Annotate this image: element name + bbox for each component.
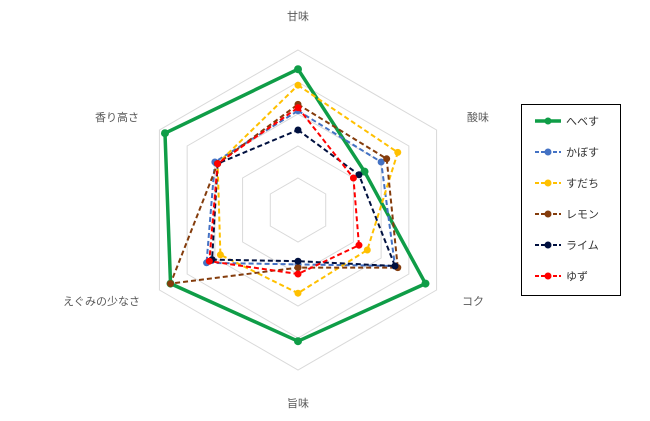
data-point-2-1: [394, 148, 402, 156]
grid-ring-2: [242, 145, 354, 275]
grid-ring-4: [186, 81, 410, 339]
data-point-3-3: [294, 264, 302, 272]
radar-grid: [158, 49, 438, 371]
data-point-0-5: [160, 129, 169, 138]
legend-label-4: ライム: [566, 239, 599, 252]
legend-item-2: すだち: [534, 175, 599, 191]
series-line-5: [208, 106, 360, 275]
legend-label-3: レモン: [566, 208, 599, 221]
data-point-4-1: [355, 171, 363, 179]
legend-label-2: すだち: [566, 177, 599, 190]
data-point-0-0: [294, 65, 302, 74]
data-point-2-3: [294, 289, 302, 297]
axis-label-3: 旨味: [287, 397, 309, 410]
data-point-5-1: [349, 174, 357, 182]
data-point-0-2: [421, 279, 430, 288]
grid-ring-1: [269, 177, 327, 243]
data-point-4-2: [391, 262, 399, 270]
data-point-5-4: [205, 257, 213, 265]
axis-label-2: コク: [462, 295, 484, 308]
legend-item-1: かぼす: [534, 144, 599, 160]
legend-item-5: ゆず: [534, 268, 588, 284]
series-line-1: [205, 109, 396, 267]
data-point-2-4: [216, 251, 224, 259]
series-line-4: [211, 129, 396, 267]
legend-swatch-5: [535, 272, 561, 280]
legend-item-0: へベす: [534, 113, 599, 129]
legend-swatch-1: [535, 148, 561, 156]
axis-label-5: 香り高さ: [95, 110, 139, 124]
data-point-1-1: [377, 158, 385, 166]
data-point-4-0: [294, 126, 302, 134]
data-point-5-2: [355, 241, 363, 249]
legend-swatch-2: [535, 179, 561, 187]
legend-item-3: レモン: [534, 206, 599, 222]
data-point-5-5: [214, 160, 222, 168]
axis-label-1: 酸味: [467, 110, 489, 124]
data-point-0-3: [294, 337, 302, 346]
axis-label-0: 甘味: [287, 10, 309, 23]
legend-label-0: へベす: [566, 115, 599, 128]
legend-label-5: ゆず: [566, 270, 588, 283]
data-point-5-3: [294, 270, 302, 278]
radar-series-layer: [160, 65, 430, 346]
legend-swatch-3: [535, 210, 561, 218]
legend-swatch-4: [535, 241, 561, 249]
data-point-0-1: [360, 167, 369, 176]
legend: へベすかぼすすだちレモンライムゆず: [521, 104, 621, 296]
grid-ring-5: [158, 49, 438, 371]
axis-label-4: えぐみの少なさ: [63, 295, 140, 308]
data-point-2-2: [363, 246, 371, 254]
data-point-3-1: [383, 155, 391, 163]
data-point-3-4: [167, 280, 175, 288]
legend-item-4: ライム: [534, 237, 599, 253]
legend-label-1: かぼす: [566, 146, 599, 159]
data-point-2-0: [294, 81, 302, 89]
series-line-3: [169, 103, 399, 285]
series-5: [205, 104, 363, 278]
data-point-5-0: [294, 104, 302, 112]
legend-swatch-0: [535, 117, 561, 125]
data-point-4-3: [294, 257, 302, 265]
